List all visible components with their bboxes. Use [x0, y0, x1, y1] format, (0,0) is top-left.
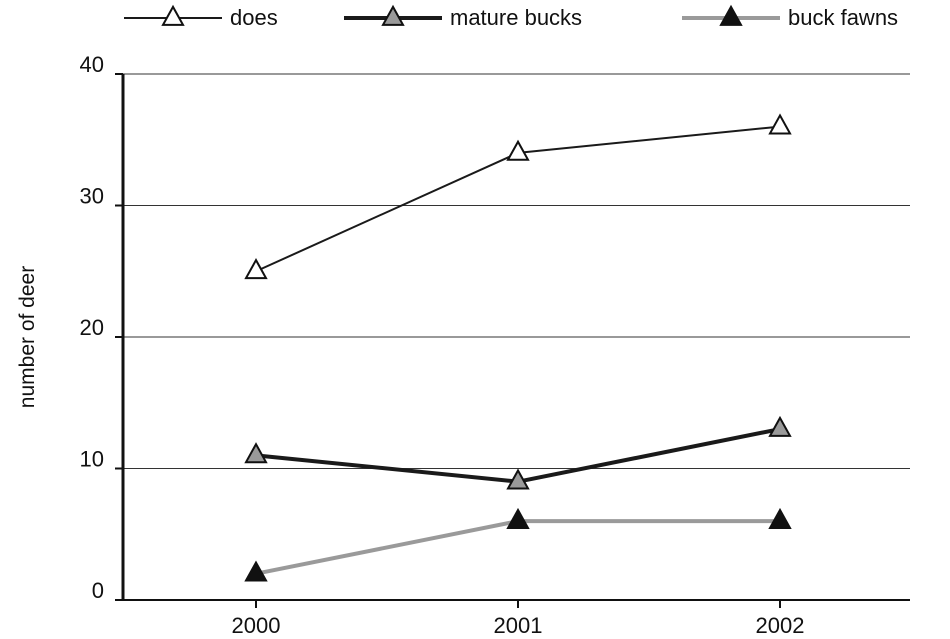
legend-label: mature bucks: [450, 5, 582, 30]
series-line: [255, 519, 780, 576]
legend-label: does: [230, 5, 278, 30]
x-tick-labels: 2000 2001 2002: [232, 600, 805, 638]
y-tick-label: 40: [80, 52, 104, 77]
y-tick-label: 20: [80, 315, 104, 340]
legend-item: does: [124, 4, 278, 30]
series-does: [244, 113, 792, 280]
legend-item: buck fawns: [682, 4, 898, 30]
data-point-marker: [244, 258, 268, 280]
y-tick-label: 10: [80, 447, 104, 472]
data-point-marker: [506, 507, 530, 529]
data-point-marker: [768, 113, 792, 135]
x-tick-label: 2000: [232, 613, 281, 638]
series-lines: [244, 113, 792, 582]
legend-marker: [719, 4, 743, 26]
legend: does mature bucks buck fawns: [124, 4, 898, 30]
y-tick-labels: 0 10 20 30 40: [80, 52, 104, 603]
y-tick-label: 0: [92, 578, 104, 603]
data-point-marker: [506, 139, 530, 161]
axes: [121, 74, 910, 601]
series-buck-fawns: [244, 507, 792, 582]
data-point-marker: [768, 415, 792, 437]
x-tick-label: 2001: [494, 613, 543, 638]
y-axis-title: number of deer: [16, 266, 39, 408]
legend-marker: [161, 4, 185, 26]
legend-label: buck fawns: [788, 5, 898, 30]
x-tick-label: 2002: [756, 613, 805, 638]
data-point-marker: [768, 507, 792, 529]
data-point-marker: [244, 560, 268, 582]
data-point-marker: [506, 468, 530, 490]
legend-marker: [381, 4, 405, 26]
legend-item: mature bucks: [344, 4, 582, 30]
series-mature-bucks: [244, 415, 792, 490]
data-point-marker: [244, 442, 268, 464]
grid-lines: [115, 73, 910, 601]
y-tick-label: 30: [80, 184, 104, 209]
